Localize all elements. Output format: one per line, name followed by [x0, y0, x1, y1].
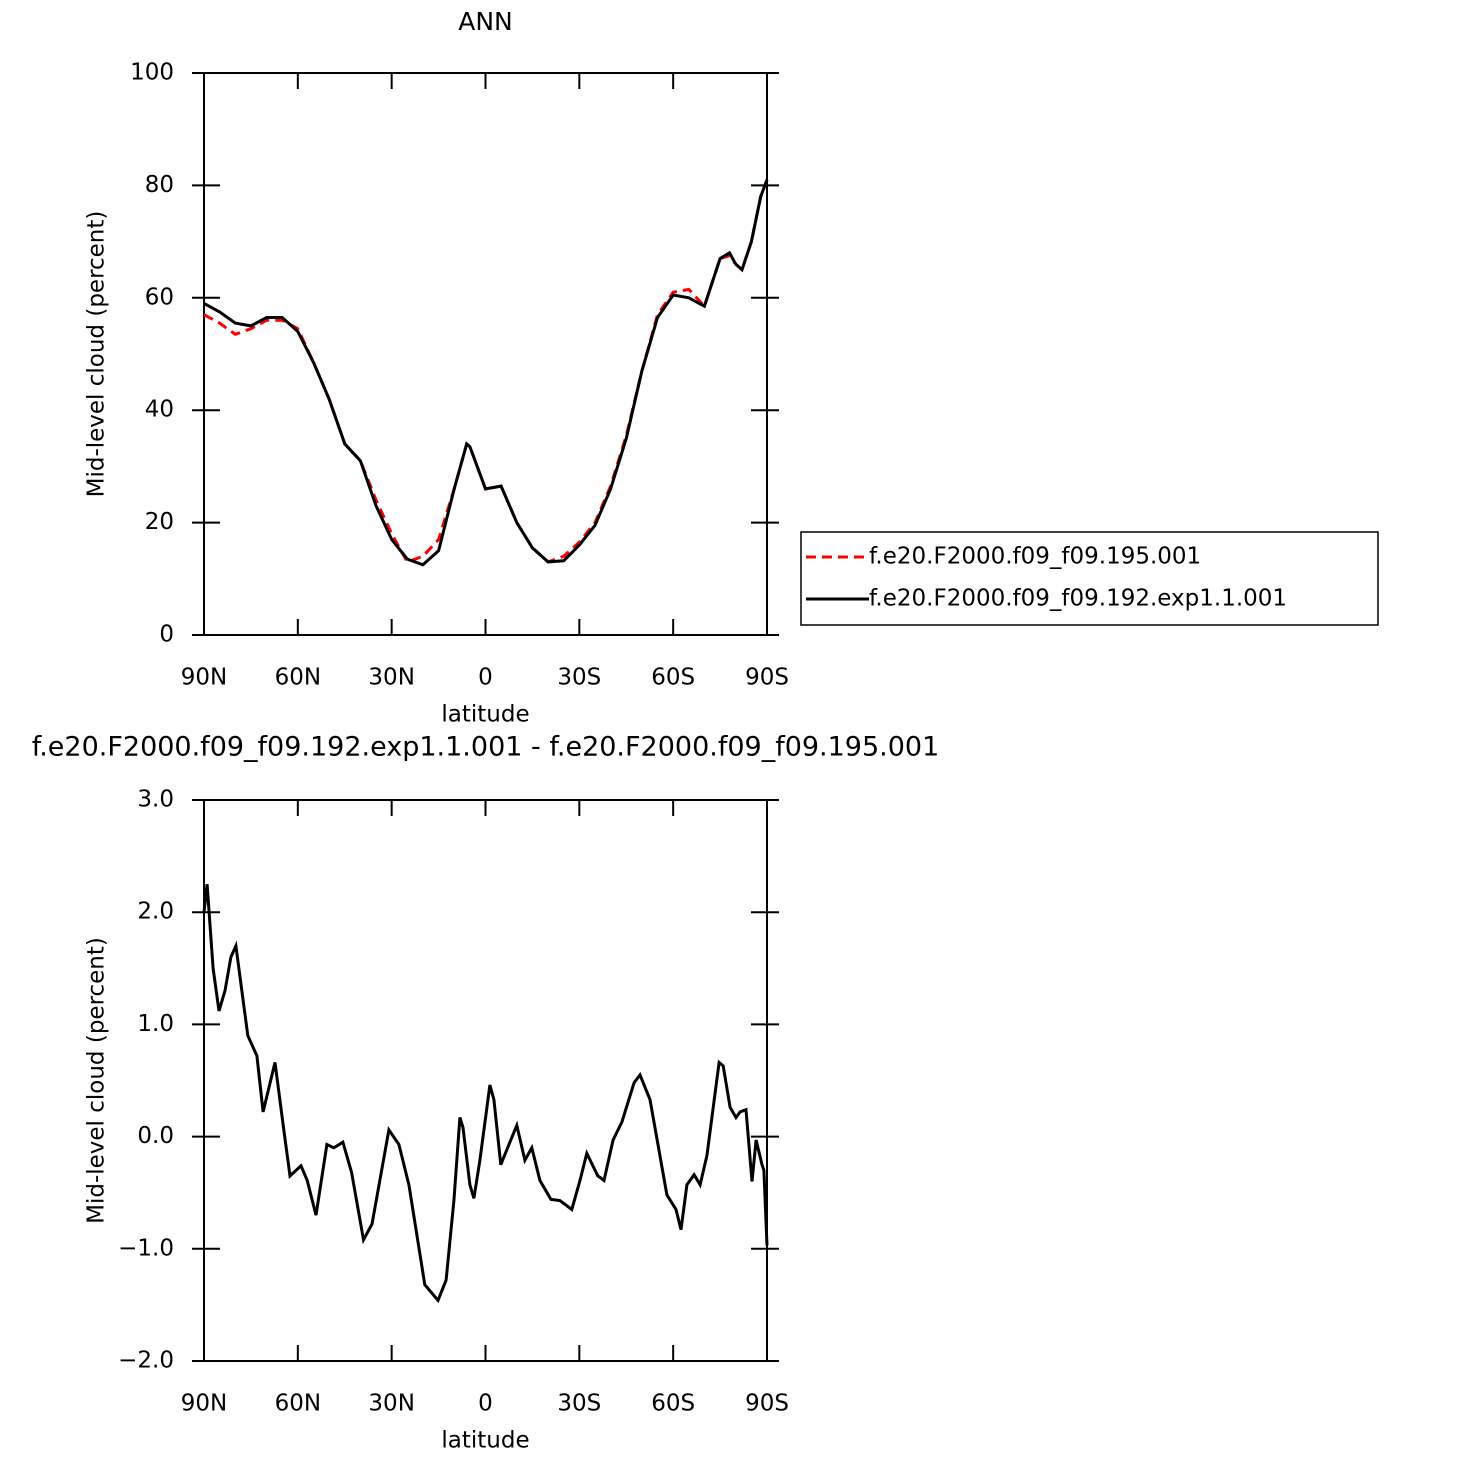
x-tick-label: 90N [181, 665, 227, 691]
x-tick-label: 60N [275, 1391, 321, 1417]
legend-box [800, 531, 1379, 626]
x-tick-label: 90S [745, 1391, 789, 1417]
data-line [202, 884, 769, 1304]
x-tick-label: 60S [651, 1391, 695, 1417]
y-tick-label: −1.0 [118, 1235, 174, 1261]
plot-frame [203, 799, 768, 1362]
legend-label: f.e20.F2000.f09_f09.192.exp1.1.001 [869, 586, 1287, 612]
y-axis-label: Mid-level cloud (percent) [84, 211, 110, 498]
y-tick-label: 1.0 [137, 1011, 174, 1037]
y-tick-label: 0 [159, 622, 174, 648]
legend-label: f.e20.F2000.f09_f09.195.001 [869, 544, 1201, 570]
y-axis-label: Mid-level cloud (percent) [84, 937, 110, 1224]
x-tick-label: 0 [478, 665, 493, 691]
x-tick-label: 90S [745, 665, 789, 691]
y-tick-label: 40 [145, 397, 174, 423]
y-tick-label: 0.0 [137, 1123, 174, 1149]
data-line [203, 179, 769, 564]
data-line [203, 179, 769, 567]
y-tick-label: 3.0 [137, 787, 174, 813]
y-tick-label: 100 [130, 60, 174, 86]
x-tick-label: 60N [275, 665, 321, 691]
x-tick-label: 60S [651, 665, 695, 691]
chart-title: ANN [458, 7, 513, 36]
x-tick-label: 30S [557, 665, 601, 691]
y-tick-label: 2.0 [137, 899, 174, 925]
y-tick-label: −2.0 [118, 1348, 174, 1374]
plot-frame [203, 72, 768, 636]
x-axis-label: latitude [441, 1428, 529, 1454]
y-tick-label: 60 [145, 284, 174, 310]
x-tick-label: 90N [181, 1391, 227, 1417]
x-tick-label: 30S [557, 1391, 601, 1417]
y-tick-label: 80 [145, 172, 174, 198]
y-tick-label: 20 [145, 509, 174, 535]
x-tick-label: 0 [478, 1391, 493, 1417]
chart-title: f.e20.F2000.f09_f09.192.exp1.1.001 - f.e… [32, 732, 940, 763]
x-tick-label: 30N [368, 665, 414, 691]
x-tick-label: 30N [368, 1391, 414, 1417]
x-axis-label: latitude [441, 702, 529, 728]
